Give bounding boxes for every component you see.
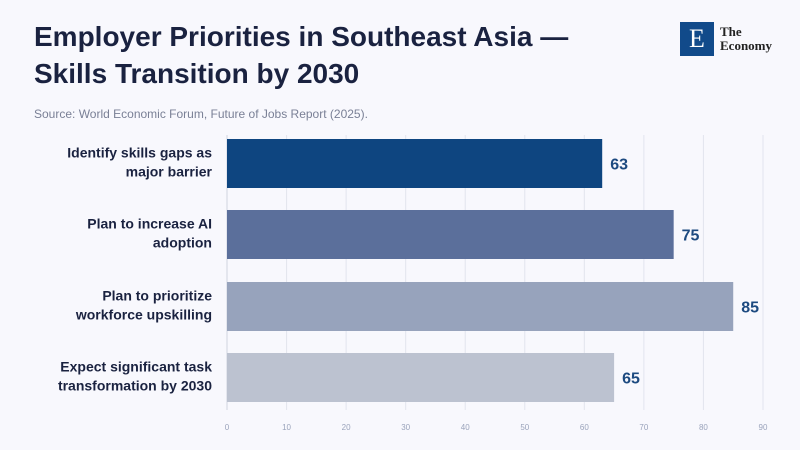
x-tick-label: 10: [282, 423, 291, 432]
x-tick-label: 0: [225, 423, 230, 432]
category-label: workforce upskilling: [75, 307, 212, 323]
x-tick-label: 70: [639, 423, 648, 432]
category-label: Identify skills gaps as: [67, 145, 212, 161]
x-tick-label: 60: [580, 423, 589, 432]
category-label: Expect significant task: [60, 359, 212, 375]
x-tick-label: 80: [699, 423, 708, 432]
bar-value-label: 65: [622, 371, 640, 388]
bar-value-label: 75: [682, 228, 700, 245]
chart-title: Employer Priorities in Southeast Asia — S…: [34, 18, 634, 92]
category-label: transformation by 2030: [58, 378, 212, 394]
category-label: major barrier: [126, 164, 213, 180]
title-line-2: Skills Transition by 2030: [34, 58, 360, 89]
bar-value-label: 63: [610, 157, 628, 174]
bar: [227, 282, 734, 331]
x-tick-label: 90: [759, 423, 768, 432]
x-tick-label: 30: [401, 423, 410, 432]
the-economy-logo: E The Economy: [680, 22, 772, 56]
source-note: Source: World Economic Forum, Future of …: [34, 107, 368, 121]
bar-value-label: 85: [741, 300, 759, 317]
x-tick-label: 40: [461, 423, 470, 432]
title-line-1: Employer Priorities in Southeast Asia —: [34, 21, 569, 52]
bar: [227, 139, 603, 188]
bar: [227, 210, 674, 259]
category-label: adoption: [153, 235, 212, 251]
logo-mark: E: [680, 22, 714, 56]
x-tick-label: 50: [520, 423, 529, 432]
logo-line-1: The: [720, 24, 742, 39]
logo-line-2: Economy: [720, 38, 772, 53]
bar: [227, 353, 615, 402]
x-tick-label: 20: [342, 423, 351, 432]
category-label: Plan to increase AI: [87, 216, 212, 232]
category-label: Plan to prioritize: [102, 288, 212, 304]
